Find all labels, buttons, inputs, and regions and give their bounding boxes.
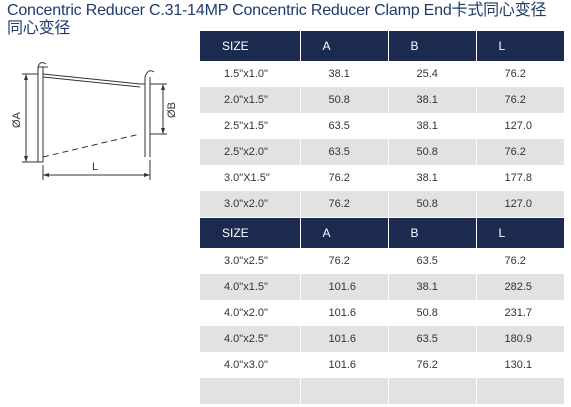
table-cell: 3.0"X1.5" (200, 165, 301, 191)
table-cell: 76.2 (476, 248, 564, 274)
table-cell (300, 378, 389, 404)
dimension-l-label: L (92, 161, 98, 173)
table-cell: 101.6 (300, 274, 389, 300)
table-cell: 63.5 (388, 326, 477, 352)
table-cell: 180.9 (476, 326, 564, 352)
table-cell: 38.1 (388, 113, 477, 139)
table-row: 3.0"x2.0" 76.2 50.8 127.0 (200, 191, 564, 217)
column-header: B (388, 31, 477, 61)
table-cell: 63.5 (388, 248, 477, 274)
table-cell: 50.8 (388, 300, 477, 326)
column-header: A (300, 218, 389, 248)
table-cell: 38.1 (388, 87, 477, 113)
table-cell: 127.0 (476, 191, 564, 217)
table-cell: 282.5 (476, 274, 564, 300)
table-cell: 231.7 (476, 300, 564, 326)
column-header: SIZE (200, 31, 301, 61)
table-cell: 4.0"x1.5" (200, 274, 301, 300)
dimension-a-label: ØA (11, 111, 23, 128)
table-cell (200, 378, 301, 404)
table-cell: 76.2 (476, 61, 564, 87)
table-row: 3.0"X1.5" 76.2 38.1 177.8 (200, 165, 564, 191)
column-header: SIZE (200, 218, 301, 248)
table-row: 2.5"x2.0" 63.5 50.8 76.2 (200, 139, 564, 165)
table-cell: 2.5"x2.0" (200, 139, 301, 165)
table-cell: 76.2 (388, 352, 477, 378)
table-row: 1.5"x1.0" 38.1 25.4 76.2 (200, 61, 564, 87)
table-row: 4.0"x2.5" 101.6 63.5 180.9 (200, 326, 564, 352)
table-cell: 130.1 (476, 352, 564, 378)
table-cell (388, 378, 477, 404)
column-header: L (476, 218, 564, 248)
table-cell: 101.6 (300, 326, 389, 352)
table-cell: 76.2 (476, 139, 564, 165)
table-cell: 50.8 (388, 191, 477, 217)
table-row: 4.0"x1.5" 101.6 38.1 282.5 (200, 274, 564, 300)
column-header: B (388, 218, 477, 248)
table-header-row: SIZE A B L (200, 218, 564, 248)
table-row: 4.0"x2.0" 101.6 50.8 231.7 (200, 300, 564, 326)
size-table-2: SIZE A B L 3.0"x2.5" 76.2 63.5 76.2 4.0"… (200, 218, 564, 404)
table-cell: 4.0"x2.0" (200, 300, 301, 326)
table-row: 3.0"x2.5" 76.2 63.5 76.2 (200, 248, 564, 274)
table-cell: 101.6 (300, 352, 389, 378)
table-row: 2.0"x1.5" 50.8 38.1 76.2 (200, 87, 564, 113)
table-cell (476, 378, 564, 404)
table-cell: 3.0"x2.0" (200, 191, 301, 217)
table-cell: 76.2 (300, 191, 389, 217)
table-cell: 2.5"x1.5" (200, 113, 301, 139)
table-cell: 101.6 (300, 300, 389, 326)
table-cell: 25.4 (388, 61, 477, 87)
table-row: 2.5"x1.5" 63.5 38.1 127.0 (200, 113, 564, 139)
table-cell: 38.1 (388, 165, 477, 191)
table-cell: 50.8 (388, 139, 477, 165)
table-header-row: SIZE A B L (200, 31, 564, 61)
table-cell: 38.1 (300, 61, 389, 87)
table-cell: 76.2 (300, 165, 389, 191)
table-cell: 76.2 (300, 248, 389, 274)
table-cell: 2.0"x1.5" (200, 87, 301, 113)
table-cell: 127.0 (476, 113, 564, 139)
table-cell: 4.0"x3.0" (200, 352, 301, 378)
table-cell: 76.2 (476, 87, 564, 113)
table-cell: 63.5 (300, 113, 389, 139)
table-cell: 3.0"x2.5" (200, 248, 301, 274)
table-cell: 50.8 (300, 87, 389, 113)
table-cell: 1.5"x1.0" (200, 61, 301, 87)
table-cell: 4.0"x2.5" (200, 326, 301, 352)
dimension-b-label: ØB (166, 102, 178, 118)
title-line-2: 同心变径 (7, 20, 71, 37)
column-header: A (300, 31, 389, 61)
table-row (200, 378, 564, 404)
reducer-drawing: ØA ØB L (11, 62, 178, 180)
table-cell: 38.1 (388, 274, 477, 300)
title-line-1: Concentric Reducer C.31-14MP Concentric … (7, 2, 547, 19)
size-table-1: SIZE A B L 1.5"x1.0" 38.1 25.4 76.2 2.0"… (200, 31, 564, 217)
page-title: Concentric Reducer C.31-14MP Concentric … (7, 2, 567, 38)
table-cell: 63.5 (300, 139, 389, 165)
column-header: L (476, 31, 564, 61)
table-cell: 177.8 (476, 165, 564, 191)
table-row: 4.0"x3.0" 101.6 76.2 130.1 (200, 352, 564, 378)
